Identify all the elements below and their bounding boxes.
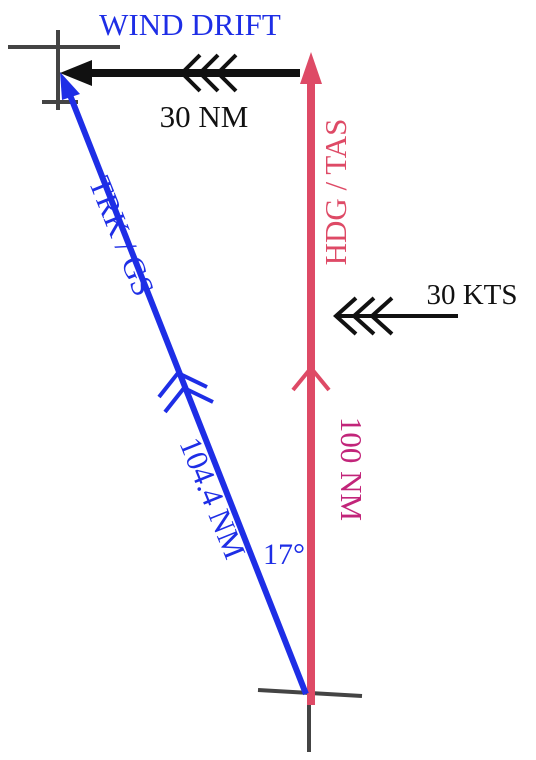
drift-distance-label: 30 NM: [160, 99, 249, 134]
track-double-chevron: [157, 370, 214, 414]
track-line: [65, 88, 309, 696]
track-distance-label: 104.4 NM: [173, 432, 253, 563]
track-vector: [60, 72, 309, 696]
trk-gs-label: TRK / GS: [82, 171, 162, 301]
wind-speed-label: 30 KTS: [426, 279, 517, 311]
heading-vector: [291, 52, 331, 705]
wind-drift-label: WIND DRIFT: [99, 7, 281, 42]
hdg-tas-label: HDG / TAS: [318, 119, 353, 266]
drift-arrowhead: [60, 60, 92, 86]
wind-drift-vector: [60, 53, 300, 93]
heading-midline-chevron: [291, 364, 331, 392]
track-arrowhead: [60, 72, 80, 100]
drift-triple-chevron: [179, 53, 238, 93]
heading-distance-label: 100 NM: [334, 417, 369, 521]
wind-speed-arrow: [333, 296, 458, 336]
drift-angle-label: 17°: [263, 538, 305, 571]
heading-arrowhead: [300, 52, 322, 84]
